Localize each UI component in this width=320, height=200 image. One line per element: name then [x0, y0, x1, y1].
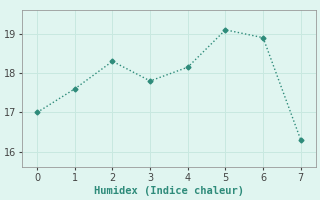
X-axis label: Humidex (Indice chaleur): Humidex (Indice chaleur)	[94, 186, 244, 196]
